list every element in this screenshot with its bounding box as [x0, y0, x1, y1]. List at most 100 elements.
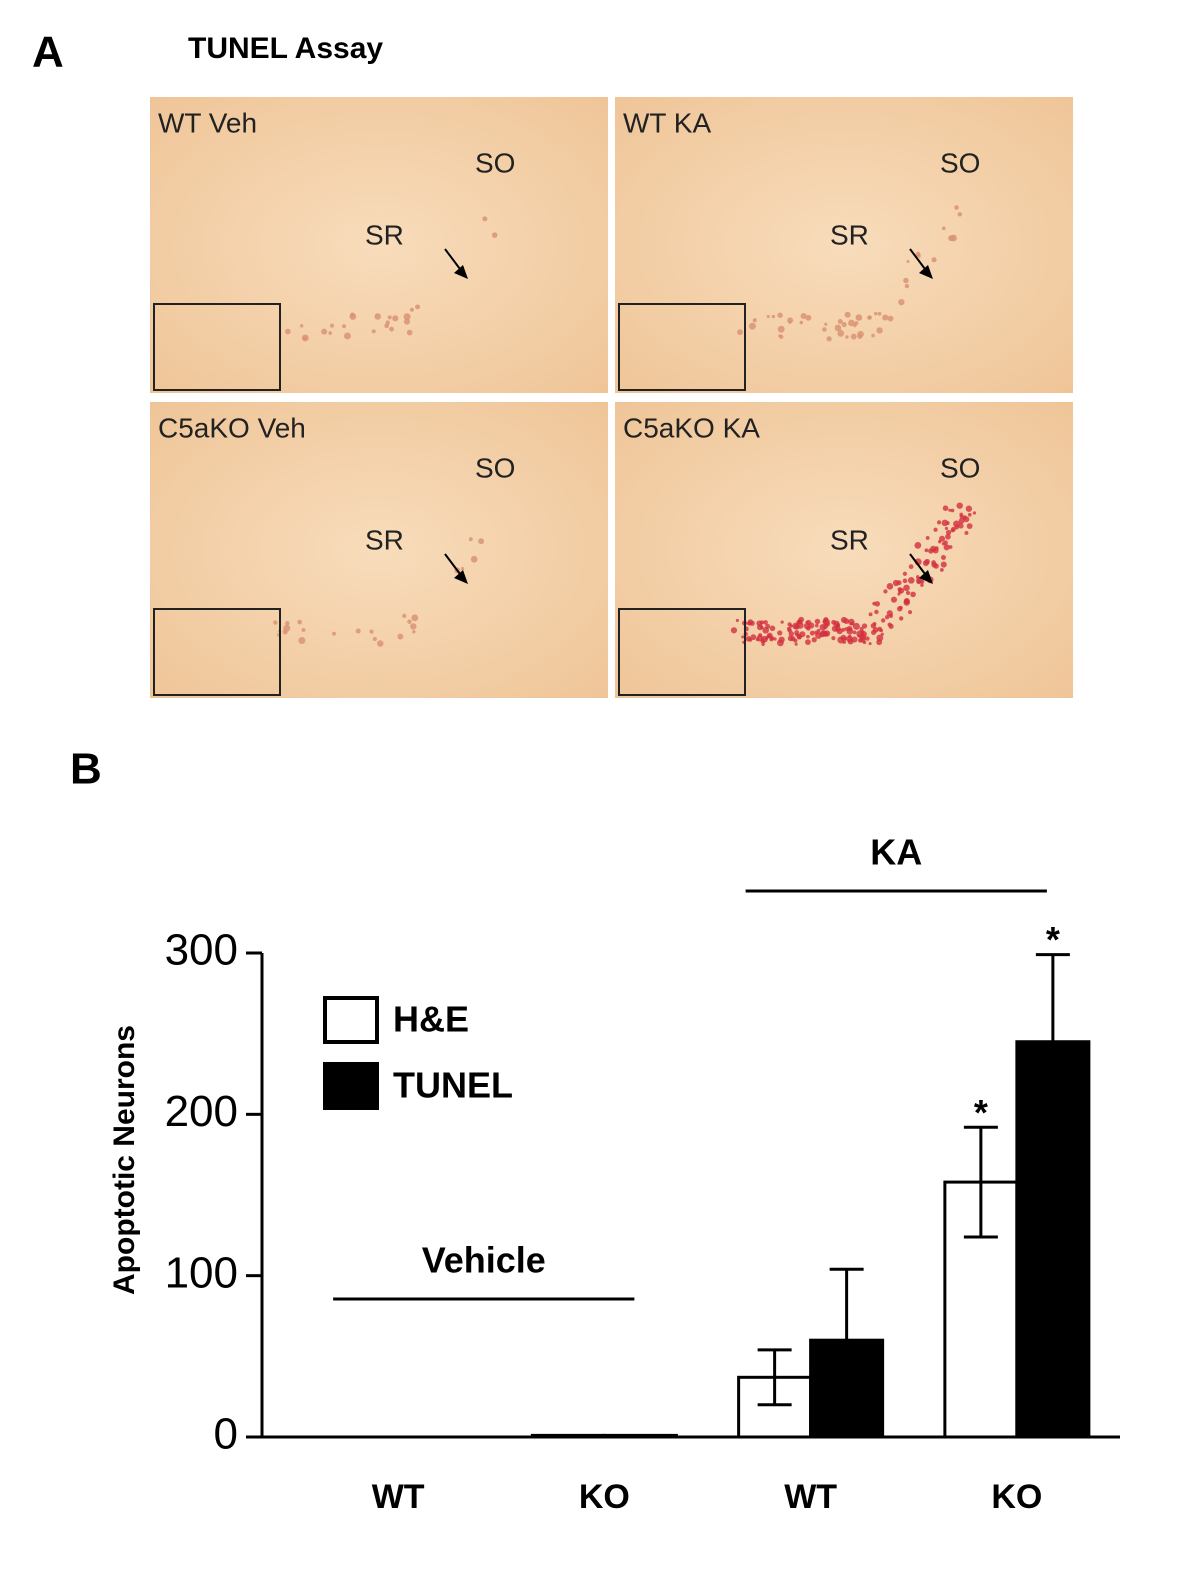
legend-swatch — [323, 996, 379, 1044]
stain-dot — [933, 527, 938, 532]
stain-dot — [877, 626, 883, 632]
stain-dot — [831, 619, 836, 625]
significance: * — [974, 1092, 988, 1133]
stain-dot — [823, 623, 829, 629]
stain-dot — [848, 618, 855, 626]
stain-dot — [939, 535, 946, 542]
image-label: C5aKO KA — [623, 412, 760, 443]
inset-box — [618, 303, 746, 391]
x-tick-label: WT — [784, 1478, 837, 1516]
stain-dot — [932, 547, 939, 554]
arrow — [444, 248, 461, 270]
stain-dot — [792, 622, 800, 630]
stain-dot — [865, 636, 870, 641]
stain-dot — [406, 329, 413, 336]
image-label: C5aKO Veh — [158, 412, 306, 443]
stain-dot — [940, 561, 947, 568]
stain-dot — [415, 304, 421, 310]
stain-dot — [806, 619, 812, 625]
stain-dot — [916, 579, 922, 585]
stain-dot — [844, 311, 851, 318]
stain-dot — [846, 625, 853, 632]
arrow-head — [454, 570, 468, 584]
stain-dot — [794, 630, 800, 636]
stain-dot — [834, 625, 841, 632]
stain-dot — [491, 232, 498, 238]
stain-dot — [410, 623, 417, 630]
panel-title: TUNEL Assay — [188, 32, 383, 65]
stain-dot — [826, 336, 832, 342]
stain-dot — [917, 253, 921, 258]
bar — [809, 1338, 885, 1439]
stain-dot — [762, 626, 769, 634]
stain-dot — [874, 601, 881, 607]
y-tick-label: 0 — [214, 1410, 238, 1459]
stain-dot — [371, 329, 376, 334]
stain-dot — [402, 613, 407, 618]
stain-dot — [822, 327, 827, 332]
stain-dot — [850, 333, 857, 340]
stain-dot — [837, 319, 843, 324]
stain-dot — [461, 567, 465, 571]
stain-dot — [928, 548, 934, 554]
stain-dot — [967, 512, 972, 517]
stain-dot — [771, 314, 776, 319]
stain-dot — [907, 577, 915, 584]
region-label: SR — [830, 219, 869, 250]
stain-dot — [342, 324, 346, 329]
stain-dot — [886, 583, 894, 590]
stain-dot — [350, 312, 355, 317]
inset-box — [153, 303, 281, 391]
stain-dot — [403, 318, 411, 325]
stain-dot — [855, 314, 863, 321]
stain-dot — [876, 327, 883, 334]
stain-dot — [282, 629, 288, 635]
stain-dot — [816, 628, 821, 633]
region-label: SR — [830, 524, 869, 555]
stain-dot — [730, 627, 738, 634]
stain-dot — [948, 235, 954, 242]
stain-dot — [763, 620, 768, 625]
arrow-head — [919, 265, 933, 279]
stain-dot — [948, 508, 952, 512]
stain-dot — [778, 334, 782, 338]
stain-dot — [299, 324, 304, 328]
arrow — [909, 248, 926, 270]
stain-dot — [766, 315, 770, 319]
stain-dot — [789, 624, 793, 628]
stain-dot — [843, 618, 850, 624]
region-label: SO — [940, 452, 980, 483]
stain-dot — [806, 634, 810, 639]
stain-dot — [837, 636, 845, 644]
arrow — [909, 553, 926, 575]
stain-dot — [972, 511, 977, 515]
stain-dot — [285, 621, 290, 626]
stain-dot — [931, 561, 938, 568]
y-tick-label: 300 — [165, 926, 238, 975]
stain-dot — [741, 635, 745, 639]
stain-dot — [794, 642, 798, 646]
stain-dot — [411, 614, 419, 622]
stain-dot — [903, 584, 910, 592]
stain-dot — [872, 627, 879, 633]
stain-dot — [882, 314, 889, 321]
stain-dot — [964, 531, 969, 535]
stain-dot — [301, 628, 306, 632]
stain-dot — [852, 622, 860, 630]
stain-dot — [478, 538, 485, 545]
stain-dot — [874, 609, 879, 615]
stain-dot — [798, 616, 805, 623]
micrograph — [615, 402, 1073, 698]
stain-dot — [873, 311, 878, 316]
stain-dot — [884, 615, 890, 620]
stain-dot — [845, 335, 849, 339]
stain-dot — [877, 311, 882, 316]
stain-dot — [752, 318, 757, 323]
stain-dot — [769, 625, 776, 632]
stain-dot — [861, 623, 868, 629]
stain-dot — [756, 620, 763, 627]
stain-dot — [889, 613, 893, 618]
stain-dot — [834, 324, 842, 332]
stain-dot — [905, 590, 911, 596]
stain-dot — [945, 533, 951, 540]
